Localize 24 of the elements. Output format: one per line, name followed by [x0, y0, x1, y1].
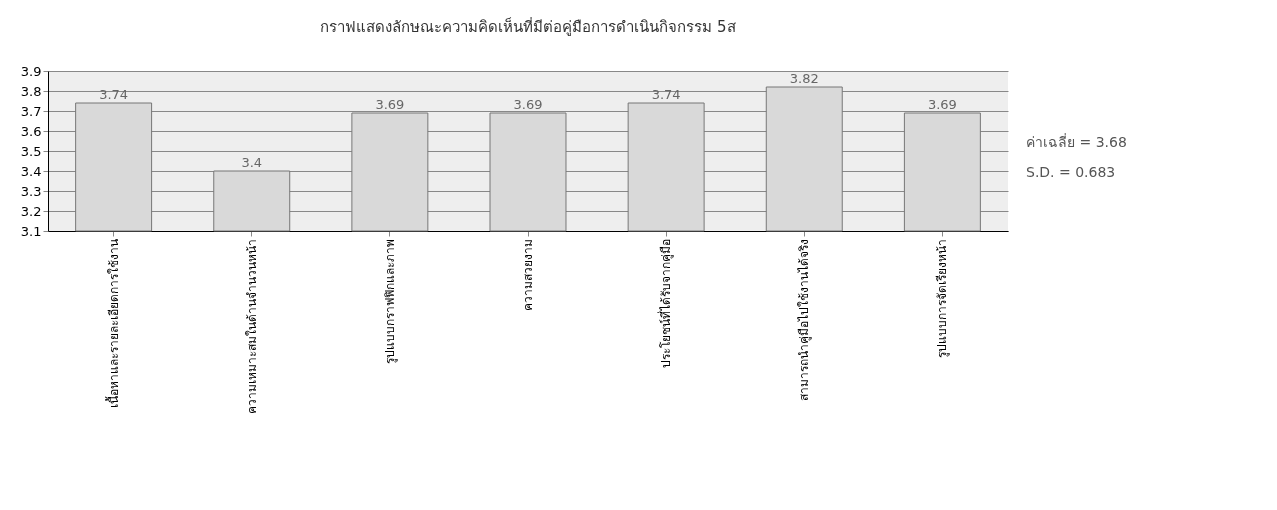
x-tick-label: ความสวยงาม: [521, 238, 535, 311]
y-tick-label: 3.8: [20, 83, 42, 99]
y-tick-label: 3.9: [20, 63, 42, 79]
data-label: 3.69: [375, 97, 405, 112]
y-tick-label: 3.3: [20, 183, 42, 199]
y-tick-label: 3.4: [20, 163, 42, 179]
y-tick-label: 3.7: [20, 103, 42, 119]
text: ค่าเฉลี่ย = 3.68: [1026, 133, 1127, 150]
data-label: 3.4: [241, 155, 263, 170]
x-tick-label: รูปแบบการจัดเรียงหน้า: [935, 238, 951, 358]
y-tick-label: 3.2: [20, 203, 42, 219]
x-tick-label: เนื้อหาและรายละเอียดการใช้งาน: [104, 238, 121, 408]
data-label: 3.69: [927, 97, 957, 112]
x-tick-label: สามารถนำคู่มือไปใช้งานได้จริง: [797, 238, 813, 401]
y-tick-label: 3.5: [20, 143, 42, 159]
x-tick-label: รูปแบบกราฟฟิกและภาพ: [382, 238, 398, 364]
y-tick-label: 3.1: [20, 223, 42, 239]
y-tick-label: 3.6: [20, 123, 42, 139]
data-label: 3.82: [789, 71, 819, 86]
x-tick-label: ประโยชน์ที่ได้รับจากคู่มือ: [657, 238, 675, 368]
chart-title: กราฟแสดงลักษณะความคิดเห็นที่มีต่อคู่มือการดำเนินกิจกรรม 5ส: [320, 16, 736, 36]
x-tick-label: ความเหมาะสมในด้านจำนวนหน้า: [244, 238, 259, 414]
text: S.D. = 0.683: [1026, 164, 1116, 180]
data-label: 3.69: [513, 97, 543, 112]
